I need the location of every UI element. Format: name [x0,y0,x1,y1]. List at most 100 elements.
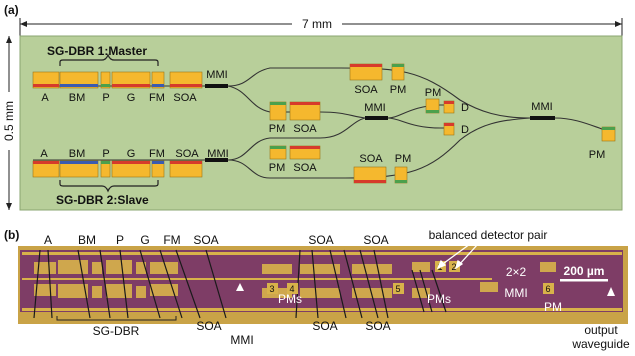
chip-pad [92,286,102,298]
chip-pad [540,262,556,272]
lower-pm-label: PM [395,153,412,165]
upper-branch-soa [289,101,321,121]
master-mmi [205,84,228,88]
slave-phase-pad [100,160,111,178]
master-absorber-pad [32,71,60,89]
probe-wires [33,249,447,319]
master-gain-pad [111,71,151,89]
slave-back-mirror-pad [59,160,99,178]
final-pm-label: PM [589,149,606,161]
probe-wire [205,249,227,319]
upper-soa-label: SOA [354,84,378,96]
pms-left-label: PMs [278,292,302,306]
numbered-pad-label: 4 [289,284,294,294]
chip-label-soa: SOA [193,233,218,247]
lower-pm [394,166,408,184]
chip-label-soa-mid1: SOA [308,233,333,247]
chip-pad [412,262,430,272]
center-mmi [365,116,388,120]
slave-laser [32,160,203,178]
probe-wire [33,249,41,319]
chip-photo-body [20,250,623,312]
slave-label-g: G [127,148,136,160]
chip-pad [92,262,102,274]
slave-label-a: A [40,148,48,160]
width-dim-label: 7 mm [302,17,332,31]
upper-pm [391,63,405,81]
slave-label-soa: SOA [175,148,199,160]
chip-pad [480,282,498,292]
probe-wire [77,249,91,319]
slave-front-mirror-pad [151,160,165,178]
upper-branch-pm [269,101,287,121]
chip-pad [106,284,132,298]
width-dimension: 7 mm [19,16,623,36]
master-phase-pad [100,71,111,89]
detector-2-label: D [461,124,469,136]
master-label-soa: SOA [173,92,197,104]
panel-b-tag: (b) [4,228,19,242]
detector-1 [443,100,455,114]
probe-wire [47,249,53,319]
chip-label-soa-mid2: SOA [363,233,388,247]
master-front-mirror-pad [151,71,165,89]
lower-soa [353,166,387,184]
numbered-pad [267,283,278,294]
chip-pad [136,286,146,298]
upper-soa [349,63,383,81]
slave-absorber-pad [32,160,60,178]
chip-pad [300,288,340,298]
numbered-pad [393,283,404,294]
slave-title: SG-DBR 2:Slave [56,193,149,207]
master-soa-pad [169,71,203,89]
sgdbr-bracket [56,316,177,321]
chip-label-a: A [44,233,52,247]
chip-pad [150,262,178,274]
master-bracket [59,53,159,66]
balanced-detector-label: balanced detector pair [429,228,548,242]
numbered-pad-label: 3 [269,284,274,294]
chip-label-p: P [116,233,124,247]
slave-label-fm: FM [149,148,165,160]
probe-wire [359,249,379,319]
mmi-2x2-label-line1: 2×2 [506,265,527,279]
mmi-marker-arrow [236,283,244,291]
chip-label-soa-low2: SOA [312,319,337,333]
chip-label-bm: BM [78,233,96,247]
lower-branch-pm [269,145,287,160]
lower-soa-label: SOA [359,153,383,165]
center-mmi-label: MMI [364,102,385,114]
slave-label-bm: BM [69,148,86,160]
numbered-pad [287,283,298,294]
chip-pad [262,264,292,274]
scale-bar [560,279,608,282]
master-label-bm: BM [69,92,86,104]
output-arrow [607,287,615,296]
master-label-p: P [102,92,109,104]
detector-pm [425,98,440,114]
detector-pm-label: PM [425,87,442,99]
probe-wire [159,249,183,319]
upper-branch-soa-label: SOA [293,123,317,135]
numbered-pad [543,283,554,294]
chip-label-mmi-low: MMI [230,333,253,347]
chip-pad [300,264,340,274]
sgdbr-label: SG-DBR [93,324,140,338]
master-back-mirror-pad [59,71,99,89]
lower-branch-soa [289,145,321,160]
slave-label-mmi: MMI [207,148,228,160]
slave-gain-pad [111,160,151,178]
chip-label-g: G [140,233,149,247]
chip-label-soa-low3: SOA [365,319,390,333]
output-waveguide-label-line2: waveguide [571,337,630,351]
slave-mmi [205,158,228,162]
probe-wire [119,249,129,319]
pms-right-label: PMs [427,292,451,306]
chip-layout-background [19,35,623,211]
upper-branch-pm-label: PM [269,123,286,135]
scale-bar-label: 200 µm [564,264,605,278]
detector-2 [443,122,455,136]
master-label-g: G [127,92,136,104]
mmi-2x2-label-line2: MMI [504,286,527,300]
numbered-pad [449,261,460,272]
